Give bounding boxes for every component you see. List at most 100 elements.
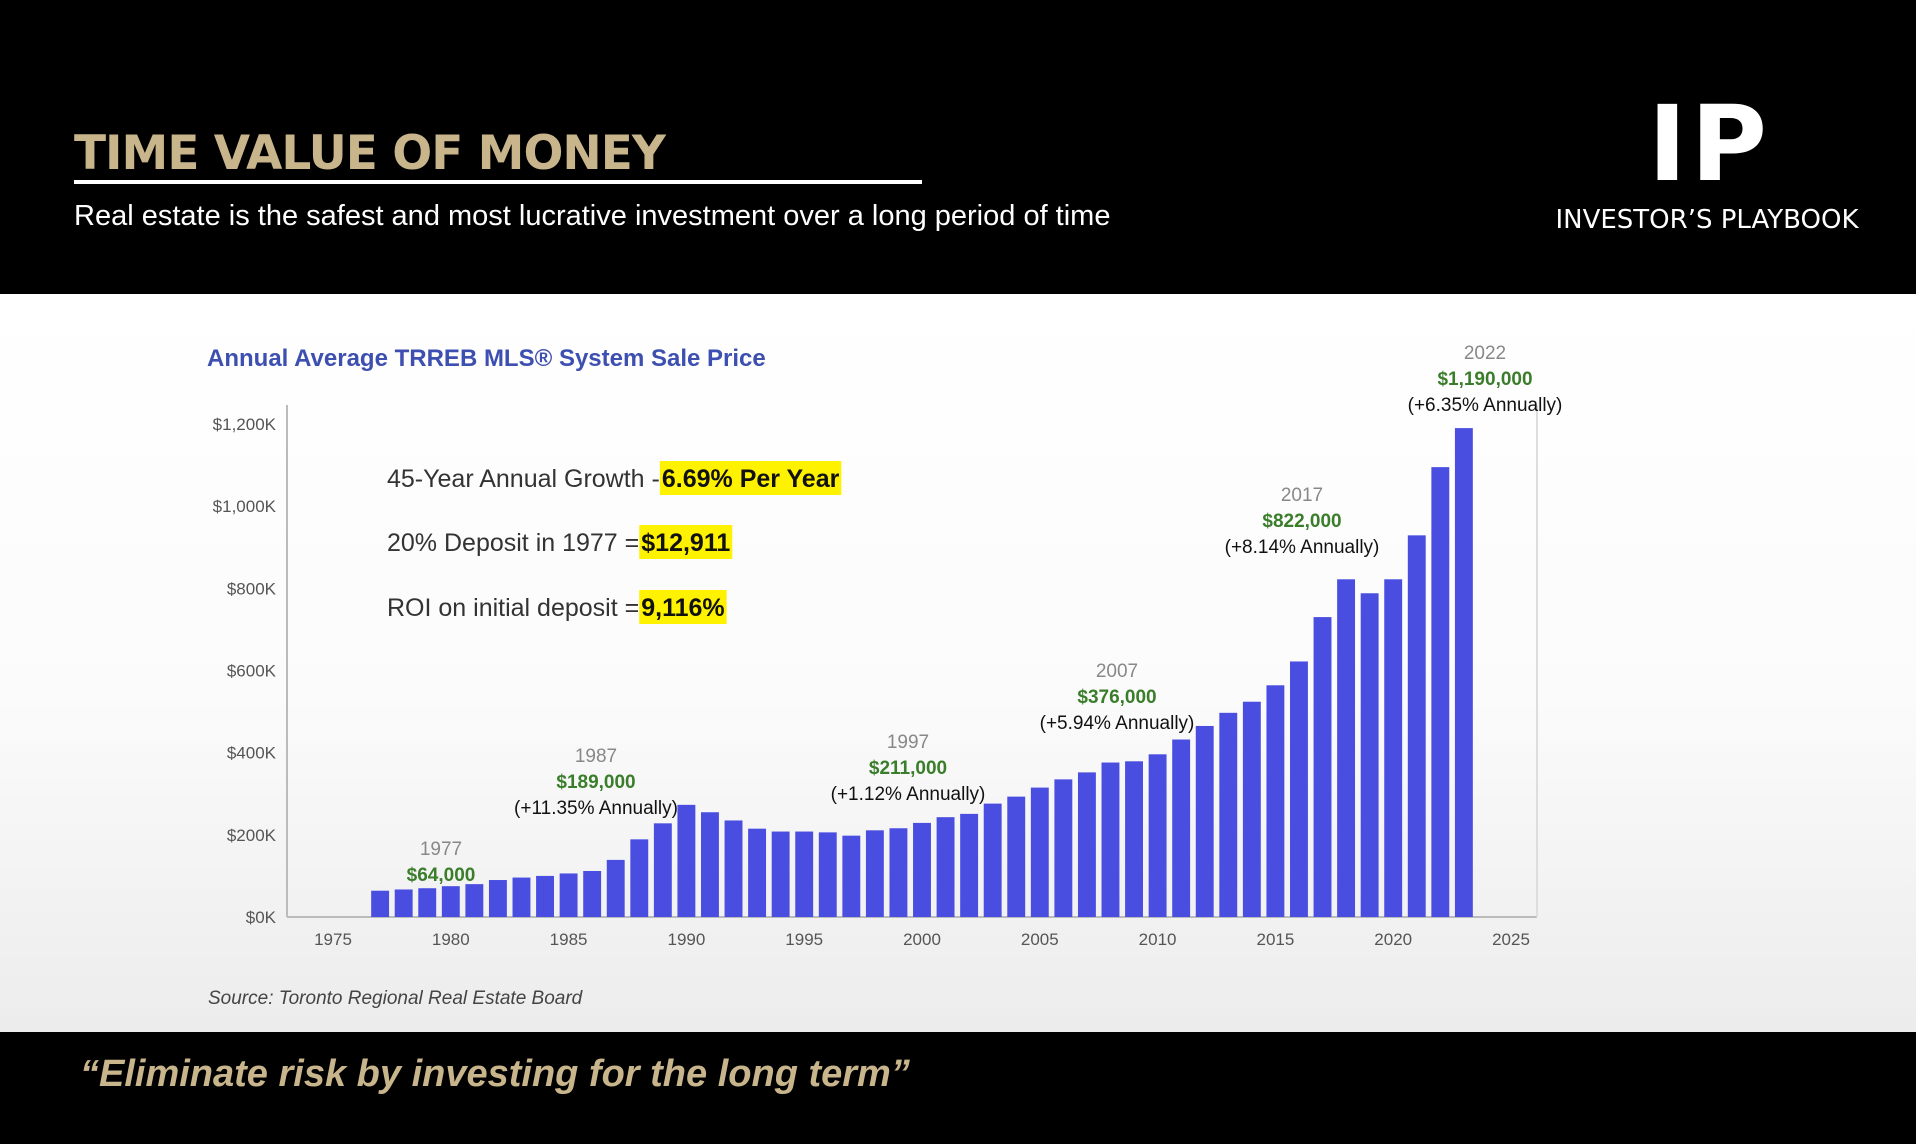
stat-line: 45-Year Annual Growth - 6.69% Per Year bbox=[387, 461, 842, 495]
bar bbox=[795, 831, 814, 917]
annotation-growth: (+11.35% Annually) bbox=[514, 798, 678, 819]
stat-text: 20% Deposit in 1977 = bbox=[387, 529, 639, 557]
stat-text: 45-Year Annual Growth - bbox=[387, 465, 660, 493]
stat-text: ROI on initial deposit = bbox=[387, 594, 639, 622]
bars bbox=[371, 428, 1473, 917]
bar bbox=[818, 832, 837, 917]
y-tick-label: $400K bbox=[227, 744, 277, 763]
annotation-1977: 1977 $64,000 bbox=[407, 839, 476, 886]
stat-line: ROI on initial deposit = 9,116% bbox=[387, 590, 727, 624]
x-tick-label: 2025 bbox=[1492, 930, 1530, 949]
brand-logo-text: INVESTOR’S PLAYBOOK bbox=[1555, 205, 1859, 235]
x-tick-label: 2005 bbox=[1021, 930, 1059, 949]
bar bbox=[1195, 725, 1214, 917]
bar bbox=[865, 830, 884, 917]
annotation-price: $1,190,000 bbox=[1437, 369, 1532, 390]
bar bbox=[1007, 796, 1026, 917]
annotation-growth: (+6.35% Annually) bbox=[1408, 395, 1563, 416]
bar bbox=[1313, 617, 1332, 917]
bar bbox=[1242, 701, 1261, 917]
annotation-year: 2017 bbox=[1281, 485, 1323, 506]
bar bbox=[488, 880, 507, 917]
bar bbox=[983, 803, 1002, 917]
bar bbox=[1360, 593, 1379, 917]
y-tick-labels: $0K $200K $400K $600K $800K $1,000K $1,200K bbox=[213, 415, 277, 927]
annotation-price: $189,000 bbox=[556, 772, 635, 793]
x-tick-labels: 1975 1980 1985 1990 1995 2000 2005 2010 2015 2020… bbox=[314, 930, 1530, 949]
slide-subtitle: Real estate is the safest and most lucra… bbox=[74, 200, 1111, 232]
stat-line: 20% Deposit in 1977 = $12,911 bbox=[387, 525, 733, 559]
x-tick-label: 2015 bbox=[1256, 930, 1294, 949]
annotation-price: $376,000 bbox=[1077, 687, 1156, 708]
stat-highlight-bg bbox=[639, 525, 733, 559]
bar bbox=[1266, 685, 1285, 917]
stat-highlight-value: 9,116% bbox=[641, 594, 724, 622]
bar bbox=[559, 873, 578, 917]
bar bbox=[1337, 579, 1356, 917]
x-tick-label: 1980 bbox=[432, 930, 470, 949]
bar bbox=[1384, 579, 1403, 917]
slide-title: TIME VALUE OF MONEY bbox=[74, 126, 666, 181]
y-tick-label: $0K bbox=[246, 908, 277, 927]
bar bbox=[771, 831, 790, 917]
annotation-price: $211,000 bbox=[869, 758, 947, 779]
bar bbox=[1407, 535, 1426, 917]
bar bbox=[1030, 787, 1049, 917]
y-tick-label: $600K bbox=[227, 662, 277, 681]
annotation-year: 1997 bbox=[887, 732, 929, 753]
chart-panel bbox=[0, 294, 1916, 1032]
annotation-year: 2022 bbox=[1464, 343, 1506, 364]
chart-title: Annual Average TRREB MLS® System Sale Pr… bbox=[207, 345, 766, 372]
x-tick-label: 1995 bbox=[785, 930, 823, 949]
bar bbox=[583, 870, 602, 917]
annotation-growth: (+5.94% Annually) bbox=[1040, 713, 1195, 734]
bar bbox=[724, 820, 743, 917]
annotation-1997: 1997 $211,000 (+1.12% Annually) bbox=[831, 732, 986, 805]
annotation-growth: (+8.14% Annually) bbox=[1225, 537, 1380, 558]
title-underline bbox=[74, 180, 922, 184]
stat-highlight-bg bbox=[659, 461, 842, 495]
bar bbox=[418, 888, 437, 917]
y-tick-label: $800K bbox=[227, 579, 277, 598]
bar bbox=[1219, 712, 1238, 917]
annotation-2007: 2007 $376,000 (+5.94% Annually) bbox=[1040, 661, 1195, 734]
bar bbox=[630, 839, 649, 917]
bar bbox=[677, 804, 696, 917]
stat-highlight-value: $12,911 bbox=[641, 529, 730, 557]
annotation-1987: 1987 $189,000 (+11.35% Annually) bbox=[514, 746, 678, 819]
bar bbox=[371, 890, 390, 917]
annotation-price: $822,000 bbox=[1262, 511, 1341, 532]
bar bbox=[441, 886, 460, 917]
annotation-growth: (+1.12% Annually) bbox=[831, 784, 986, 805]
slide-footer bbox=[0, 1032, 1916, 1144]
x-tick-label: 1975 bbox=[314, 930, 352, 949]
x-tick-label: 2020 bbox=[1374, 930, 1412, 949]
annotations: 1977 $64,000 1987 $189,000 (+11.35% Annually… bbox=[407, 343, 1563, 886]
x-tick-label: 2010 bbox=[1139, 930, 1177, 949]
chart-source: Source: Toronto Regional Real Estate Boa… bbox=[208, 988, 584, 1009]
x-tick-label: 1985 bbox=[550, 930, 588, 949]
bar bbox=[1431, 467, 1450, 917]
annotation-2017: 2017 $822,000 (+8.14% Annually) bbox=[1225, 485, 1380, 558]
bar bbox=[1101, 762, 1120, 917]
stats-block: 45-Year Annual Growth - 6.69% Per Year 20… bbox=[387, 461, 842, 624]
bar bbox=[960, 813, 979, 917]
footer-quote: “Eliminate risk by investing for the lon… bbox=[80, 1053, 910, 1095]
bar bbox=[1077, 772, 1096, 917]
brand-logo-mark: IP bbox=[1648, 83, 1771, 205]
bar bbox=[936, 817, 955, 917]
bar bbox=[913, 822, 931, 917]
x-tick-label: 2000 bbox=[903, 930, 941, 949]
annotation-year: 2007 bbox=[1096, 661, 1138, 682]
bar bbox=[748, 828, 767, 917]
bar bbox=[1172, 739, 1191, 917]
bar bbox=[701, 812, 719, 917]
y-tick-label: $1,200K bbox=[213, 415, 277, 434]
bar bbox=[394, 889, 413, 917]
x-tick-label: 1990 bbox=[667, 930, 705, 949]
y-tick-label: $200K bbox=[227, 826, 277, 845]
stat-highlight-bg bbox=[639, 590, 727, 624]
bar bbox=[606, 859, 625, 917]
bar bbox=[1290, 661, 1308, 917]
